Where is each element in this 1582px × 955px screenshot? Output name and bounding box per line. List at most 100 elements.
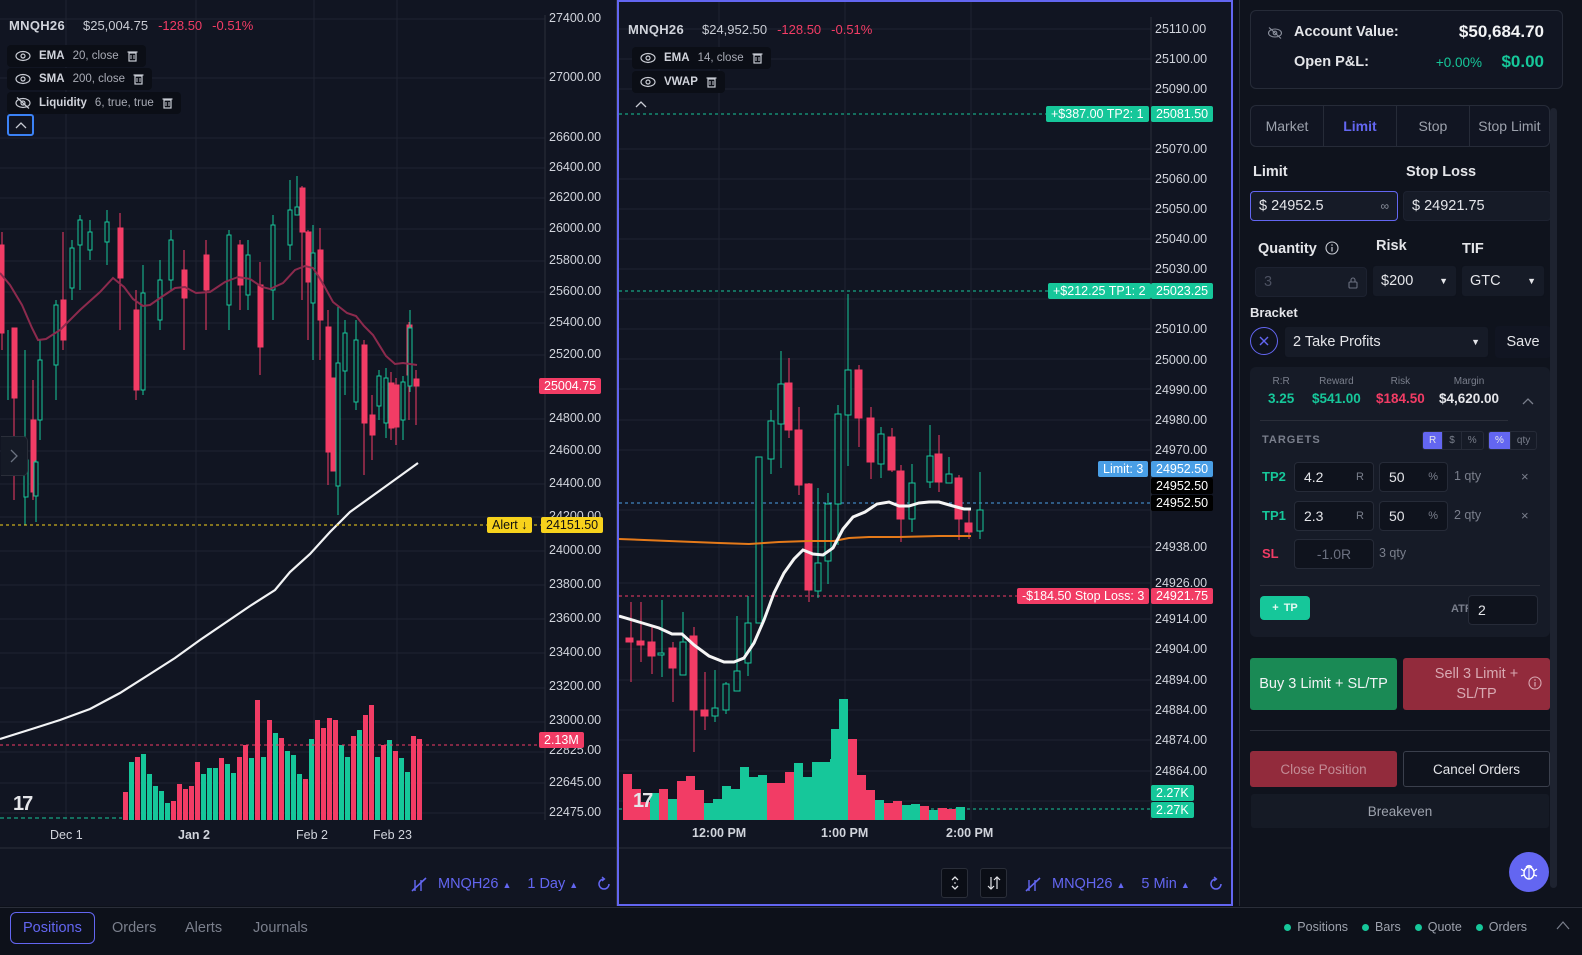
indicator-vwap[interactable]: VWAP — [632, 71, 725, 93]
limit-order-price[interactable]: 24952.50 — [1151, 461, 1214, 477]
tab-market[interactable]: Market — [1251, 106, 1324, 146]
trash-icon[interactable] — [127, 50, 138, 62]
cancel-orders-button[interactable]: Cancel Orders — [1403, 751, 1550, 787]
add-tp-button[interactable]: + TP — [1260, 596, 1310, 620]
limit-order-label[interactable]: Limit: 3 — [1098, 461, 1149, 477]
tab-limit[interactable]: Limit — [1324, 106, 1397, 146]
collapse-indicators-button[interactable] — [7, 114, 34, 136]
alert-label-tag[interactable]: Alert ↓ — [487, 517, 533, 533]
left-chart-canvas[interactable] — [0, 0, 617, 906]
auto-scale-button[interactable] — [941, 868, 968, 898]
tp2-size-input[interactable]: 50% — [1379, 462, 1448, 492]
bracket-value: 2 Take Profits — [1293, 334, 1381, 350]
tp2-value-input[interactable]: 4.2 R — [1294, 462, 1374, 492]
remove-tp1-button[interactable]: × — [1521, 508, 1529, 523]
info-icon[interactable] — [1325, 241, 1339, 255]
refresh-icon[interactable] — [1208, 876, 1224, 892]
tp1-value-input[interactable]: 2.3 R — [1294, 501, 1374, 531]
limit-price-value: $ 24952.5 — [1259, 198, 1324, 214]
unit-dollar[interactable]: $ — [1443, 432, 1462, 449]
chevron-up-icon[interactable] — [1522, 397, 1534, 405]
eye-icon[interactable] — [640, 76, 656, 88]
bracket-select[interactable]: 2 Take Profits ▼ — [1284, 326, 1489, 358]
eye-off-icon[interactable] — [15, 97, 31, 109]
tp2-order-price[interactable]: 25081.50 — [1151, 106, 1214, 122]
trash-icon[interactable] — [162, 97, 173, 109]
price-tick: 24894.00 — [1155, 673, 1208, 687]
expand-sidebar-button[interactable] — [1, 436, 28, 476]
alert-price-tag[interactable]: 24151.50 — [541, 517, 604, 533]
unit-percent[interactable]: % — [1467, 435, 1477, 446]
link-icon[interactable]: ∞ — [1380, 199, 1389, 213]
stop-loss-order-price[interactable]: 24921.75 — [1151, 588, 1214, 604]
trash-icon[interactable] — [133, 73, 144, 85]
price-tick: 25060.00 — [1155, 172, 1208, 186]
indicator-liquidity[interactable]: Liquidity 6, true, true — [7, 92, 181, 114]
eye-off-icon[interactable] — [1267, 27, 1283, 39]
tp1-order-price[interactable]: 25023.25 — [1151, 283, 1214, 299]
buy-button[interactable]: Buy 3 Limit + SL/TP — [1250, 658, 1397, 710]
quantity-input[interactable]: 3 — [1255, 267, 1367, 297]
symbol-selector[interactable]: MNQH26 ▲ — [1052, 876, 1125, 892]
tradingview-logo[interactable]: 17 — [633, 790, 653, 812]
bug-report-button[interactable] — [1509, 852, 1549, 892]
collapse-indicators-button[interactable] — [635, 97, 647, 111]
price-tick: 25050.00 — [1155, 202, 1208, 216]
tp1-size-input[interactable]: 50% — [1379, 501, 1448, 531]
size-percent[interactable]: % — [1489, 432, 1511, 449]
stop-loss-order-label[interactable]: -$184.50 Stop Loss: 3 — [1017, 588, 1150, 604]
tab-alerts[interactable]: Alerts — [185, 920, 223, 936]
sl-value-input[interactable]: -1.0R — [1294, 539, 1374, 569]
tab-journals[interactable]: Journals — [253, 920, 308, 936]
save-bracket-button[interactable]: Save — [1495, 326, 1551, 358]
tradingview-logo[interactable]: 17 — [13, 793, 33, 815]
panel-scrollbar[interactable] — [1550, 108, 1557, 888]
indicator-ema[interactable]: EMA 20, close — [7, 45, 146, 67]
tab-stop[interactable]: Stop — [1397, 106, 1470, 146]
unit-r[interactable]: R — [1423, 432, 1444, 449]
price-tick: 24884.00 — [1155, 703, 1208, 717]
breakeven-button[interactable]: Breakeven — [1251, 794, 1549, 828]
chevron-up-icon[interactable] — [1556, 920, 1570, 930]
tp2-order-label[interactable]: +$387.00 TP2: 1 — [1046, 106, 1149, 122]
tp1-order-label[interactable]: +$212.25 TP1: 2 — [1048, 283, 1151, 299]
sell-button[interactable]: Sell 3 Limit + SL/TP — [1403, 658, 1550, 710]
indicator-name: EMA — [39, 50, 65, 62]
divider — [1260, 420, 1508, 421]
refresh-icon[interactable] — [596, 876, 612, 892]
stop-loss-input[interactable]: $ 24921.75 — [1403, 191, 1551, 221]
unit-suffix: % — [1428, 510, 1438, 522]
tab-stop-limit[interactable]: Stop Limit — [1478, 118, 1541, 134]
price-change-pct: -0.51% — [831, 22, 873, 37]
right-chart-pane[interactable]: MNQH26 $24,952.50 -128.50 -0.51% EMA 14,… — [617, 0, 1233, 906]
chevron-up-icon — [635, 101, 647, 108]
last-price: $25,004.75 — [82, 18, 149, 33]
invert-scale-button[interactable] — [980, 868, 1007, 898]
eye-icon[interactable] — [640, 52, 656, 64]
risk-select[interactable]: $200 ▼ — [1372, 265, 1457, 297]
compare-symbol-icon[interactable] — [1024, 876, 1042, 892]
interval-selector[interactable]: 1 Day ▲ — [527, 876, 578, 892]
info-icon[interactable] — [1528, 676, 1542, 690]
indicator-ema[interactable]: EMA 14, close — [632, 47, 771, 69]
clear-bracket-button[interactable] — [1250, 327, 1278, 355]
trash-icon[interactable] — [706, 76, 717, 88]
indicator-sma[interactable]: SMA 200, close — [7, 68, 152, 90]
limit-price-input[interactable]: $ 24952.5 ∞ — [1250, 191, 1398, 221]
compare-symbol-icon[interactable] — [410, 876, 428, 892]
close-position-button[interactable]: Close Position — [1250, 751, 1397, 787]
price-tick: 26200.00 — [549, 190, 602, 204]
tab-positions[interactable]: Positions — [10, 912, 95, 944]
tab-orders[interactable]: Orders — [112, 920, 157, 936]
interval-selector[interactable]: 5 Min ▲ — [1141, 876, 1189, 892]
tif-select[interactable]: GTC ▼ — [1461, 265, 1545, 297]
eye-icon[interactable] — [15, 73, 31, 85]
remove-tp2-button[interactable]: × — [1521, 469, 1529, 484]
symbol-selector[interactable]: MNQH26 ▲ — [438, 876, 511, 892]
size-qty[interactable]: qty — [1516, 435, 1531, 446]
atr-input[interactable]: 2 — [1468, 595, 1538, 625]
trash-icon[interactable] — [752, 52, 763, 64]
right-chart-canvas[interactable] — [619, 2, 1231, 904]
eye-icon[interactable] — [15, 50, 31, 62]
left-chart-pane[interactable]: MNQH26 $25,004.75 -128.50 -0.51% EMA 20,… — [0, 0, 617, 906]
